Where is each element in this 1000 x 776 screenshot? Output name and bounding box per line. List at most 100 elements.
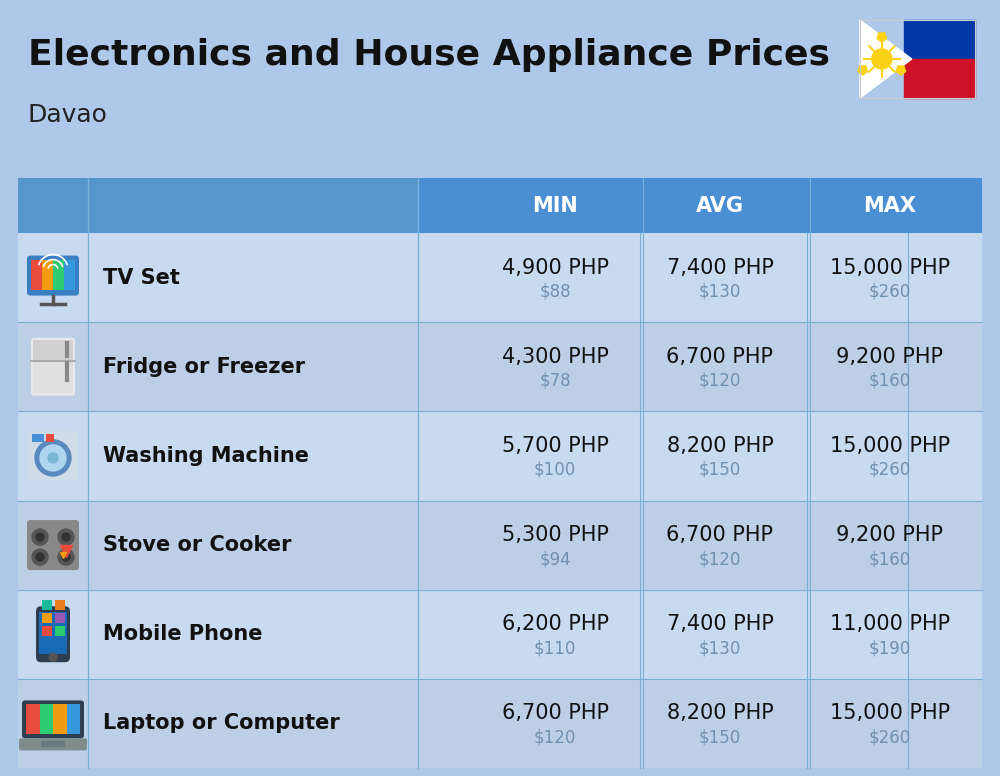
Circle shape xyxy=(36,553,44,561)
Text: Mobile Phone: Mobile Phone xyxy=(103,624,262,644)
Polygon shape xyxy=(904,59,975,98)
Text: 7,400 PHP: 7,400 PHP xyxy=(667,615,773,634)
Text: 7,400 PHP: 7,400 PHP xyxy=(667,258,773,278)
Text: MAX: MAX xyxy=(864,196,916,216)
Text: $120: $120 xyxy=(699,372,741,390)
Text: $130: $130 xyxy=(699,282,741,300)
Text: 6,700 PHP: 6,700 PHP xyxy=(502,703,608,723)
Text: 6,700 PHP: 6,700 PHP xyxy=(666,525,774,545)
Circle shape xyxy=(35,440,71,476)
Bar xyxy=(33,361,73,393)
Bar xyxy=(55,626,65,636)
Polygon shape xyxy=(858,66,868,75)
Text: $94: $94 xyxy=(539,550,571,568)
Bar xyxy=(42,260,53,289)
Bar xyxy=(31,260,75,289)
Text: 6,200 PHP: 6,200 PHP xyxy=(502,615,608,634)
Bar xyxy=(66,705,80,734)
Bar xyxy=(46,434,54,442)
Text: Laptop or Computer: Laptop or Computer xyxy=(103,713,340,733)
Text: 15,000 PHP: 15,000 PHP xyxy=(830,258,950,278)
Circle shape xyxy=(872,49,892,69)
Text: Washing Machine: Washing Machine xyxy=(103,446,309,466)
Text: MIN: MIN xyxy=(532,196,578,216)
Text: 5,700 PHP: 5,700 PHP xyxy=(502,436,608,456)
Bar xyxy=(18,178,88,233)
Text: $100: $100 xyxy=(534,461,576,479)
Text: $120: $120 xyxy=(699,550,741,568)
Text: 8,200 PHP: 8,200 PHP xyxy=(667,436,773,456)
Text: 6,700 PHP: 6,700 PHP xyxy=(666,347,774,367)
Bar xyxy=(88,178,418,233)
Text: $150: $150 xyxy=(699,729,741,747)
Text: 8,200 PHP: 8,200 PHP xyxy=(667,703,773,723)
Text: 15,000 PHP: 15,000 PHP xyxy=(830,436,950,456)
FancyBboxPatch shape xyxy=(22,701,84,739)
Bar xyxy=(33,340,73,362)
Text: $150: $150 xyxy=(699,461,741,479)
Bar xyxy=(18,322,982,411)
Text: 4,300 PHP: 4,300 PHP xyxy=(502,347,608,367)
Text: 9,200 PHP: 9,200 PHP xyxy=(836,347,944,367)
Text: 11,000 PHP: 11,000 PHP xyxy=(830,615,950,634)
Text: $160: $160 xyxy=(869,550,911,568)
Text: $110: $110 xyxy=(534,639,576,657)
Circle shape xyxy=(32,549,48,565)
Bar xyxy=(55,601,65,610)
Circle shape xyxy=(40,445,66,471)
Bar xyxy=(42,626,52,636)
Circle shape xyxy=(48,453,58,463)
FancyBboxPatch shape xyxy=(27,520,79,570)
Text: TV Set: TV Set xyxy=(103,268,180,288)
Text: $120: $120 xyxy=(534,729,576,747)
Polygon shape xyxy=(896,66,906,75)
Bar xyxy=(18,178,982,233)
FancyBboxPatch shape xyxy=(27,255,79,296)
Bar xyxy=(42,613,52,623)
Bar xyxy=(860,20,975,98)
Bar xyxy=(53,260,64,289)
Text: $88: $88 xyxy=(539,282,571,300)
FancyBboxPatch shape xyxy=(18,178,982,768)
Circle shape xyxy=(36,533,44,541)
FancyBboxPatch shape xyxy=(31,338,75,396)
Text: $160: $160 xyxy=(869,372,911,390)
Bar xyxy=(18,679,982,768)
Bar xyxy=(64,260,75,289)
Text: $190: $190 xyxy=(869,639,911,657)
Bar xyxy=(53,705,66,734)
Bar xyxy=(40,705,53,734)
Bar xyxy=(31,260,42,289)
Polygon shape xyxy=(860,20,912,98)
Text: $78: $78 xyxy=(539,372,571,390)
Text: Electronics and House Appliance Prices: Electronics and House Appliance Prices xyxy=(28,38,830,72)
Text: $260: $260 xyxy=(869,282,911,300)
Text: $130: $130 xyxy=(699,639,741,657)
Text: 5,300 PHP: 5,300 PHP xyxy=(502,525,608,545)
Circle shape xyxy=(62,533,70,541)
Text: 15,000 PHP: 15,000 PHP xyxy=(830,703,950,723)
Text: Stove or Cooker: Stove or Cooker xyxy=(103,535,292,555)
Bar xyxy=(26,705,40,734)
FancyBboxPatch shape xyxy=(19,739,87,750)
Bar xyxy=(41,741,65,747)
Text: $260: $260 xyxy=(869,461,911,479)
Bar xyxy=(18,501,982,590)
Text: Fridge or Freezer: Fridge or Freezer xyxy=(103,357,305,377)
Text: AVG: AVG xyxy=(696,196,744,216)
FancyBboxPatch shape xyxy=(36,606,70,662)
Circle shape xyxy=(32,529,48,545)
Circle shape xyxy=(58,529,74,545)
Bar xyxy=(0,0,1000,175)
Bar xyxy=(18,411,982,501)
Text: 9,200 PHP: 9,200 PHP xyxy=(836,525,944,545)
FancyBboxPatch shape xyxy=(28,431,78,481)
Text: $260: $260 xyxy=(869,729,911,747)
Text: 4,900 PHP: 4,900 PHP xyxy=(502,258,608,278)
Bar xyxy=(18,233,982,322)
Bar xyxy=(39,612,67,654)
Bar xyxy=(18,590,982,679)
Bar xyxy=(42,601,52,610)
Text: Davao: Davao xyxy=(28,103,108,127)
Bar xyxy=(55,613,65,623)
